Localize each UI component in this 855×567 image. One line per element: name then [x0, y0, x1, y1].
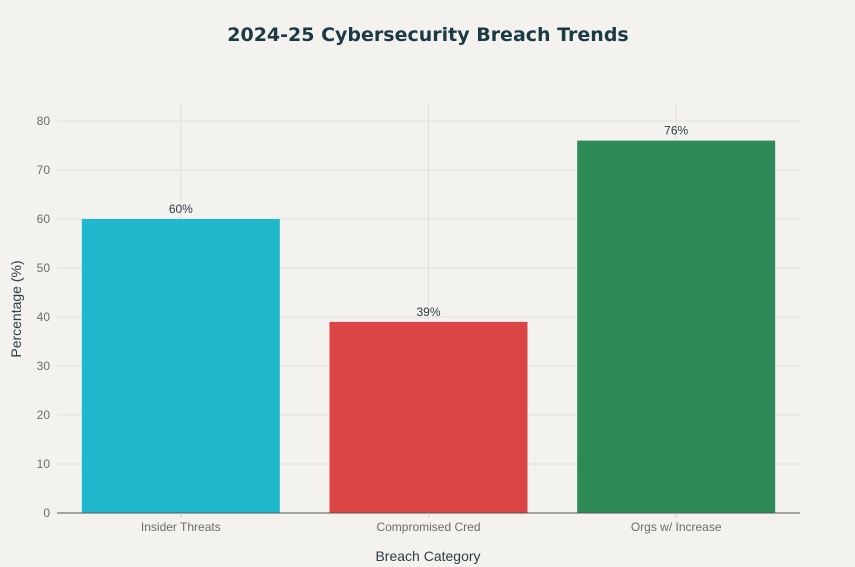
x-axis-label: Breach Category	[375, 548, 480, 564]
y-tick-label: 10	[37, 457, 51, 471]
y-tick-label: 0	[43, 506, 50, 520]
bar-orgs-w-increase	[577, 140, 776, 513]
y-axis-label: Percentage (%)	[8, 260, 24, 357]
y-tick-label: 80	[37, 114, 51, 128]
y-tick-label: 60	[37, 212, 51, 226]
y-tick-label: 20	[37, 408, 51, 422]
chart-title: 2024-25 Cybersecurity Breach Trends	[227, 24, 629, 46]
x-tick-label: Compromised Cred	[376, 520, 480, 534]
y-tick-label: 70	[37, 163, 51, 177]
data-label: 39%	[416, 305, 440, 319]
data-labels: 60% 39% 76%	[169, 124, 689, 319]
x-tick-label: Insider Threats	[141, 520, 221, 534]
bars	[81, 140, 776, 513]
y-axis-ticks: 0 10 20 30 40 50 60 70 80	[37, 114, 51, 520]
x-tick-label: Orgs w/ Increase	[631, 520, 722, 534]
bar-insider-threats	[81, 219, 280, 513]
bar-compromised-cred	[329, 321, 528, 513]
y-tick-label: 30	[37, 359, 51, 373]
data-label: 60%	[169, 202, 193, 216]
y-tick-label: 40	[37, 310, 51, 324]
y-tick-label: 50	[37, 261, 51, 275]
data-label: 76%	[664, 124, 688, 138]
x-axis-ticks: Insider Threats Compromised Cred Orgs w/ I…	[141, 513, 722, 534]
